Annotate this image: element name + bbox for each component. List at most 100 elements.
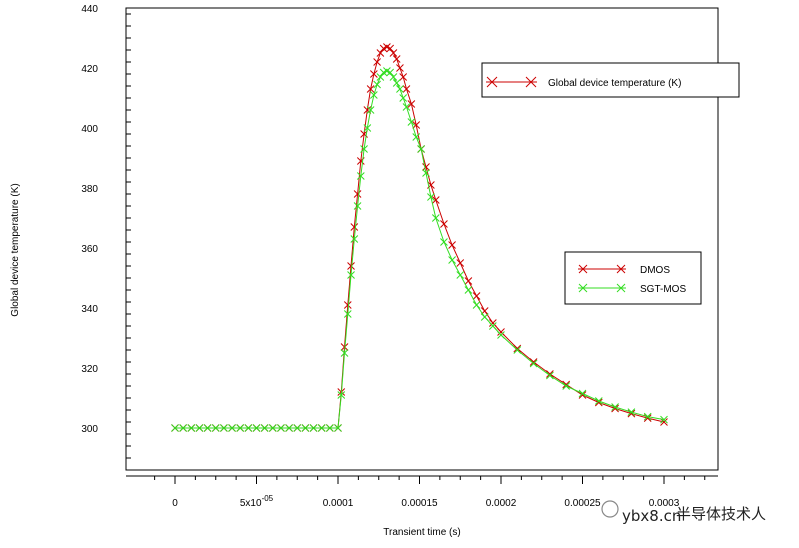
data-point [370,70,378,78]
watermark-suffix: 半导体技术人 [676,505,766,523]
data-point [252,424,261,432]
data-point [325,424,334,432]
watermark: ybx8.cn 半导体技术人 [601,500,766,525]
data-point [529,359,538,368]
data-point [456,259,465,267]
data-point [440,238,448,246]
data-point [347,271,355,279]
data-point [363,124,372,132]
x-tick-label: 0.00025 [564,498,601,509]
data-point [611,403,619,411]
legend-series: DMOS SGT-MOS [564,251,702,305]
data-point [412,121,421,129]
data-point [396,64,404,72]
series-sgt-mos [171,67,668,432]
data-point [386,68,395,77]
data-point [356,172,365,180]
y-axis-title: Global device temperature (K) [10,183,21,316]
data-point [337,391,346,399]
data-point [431,214,440,222]
data-point [440,220,448,228]
data-point [562,382,571,390]
data-point [660,415,668,424]
data-point [277,424,285,432]
data-point [171,424,179,432]
y-tick-label: 440 [81,4,98,15]
data-point [427,193,435,201]
y-tick-label: 300 [81,424,98,435]
data-point [396,85,404,93]
data-point [407,118,416,126]
data-point [244,424,253,432]
data-point [343,301,352,309]
data-point [594,397,603,405]
legend-dmos-label: DMOS [640,265,670,276]
data-point [366,106,375,114]
data-point [366,85,375,93]
data-point [488,322,497,330]
data-point [268,424,277,432]
data-point [448,241,456,249]
data-point [399,73,408,81]
data-point [179,424,188,432]
data-point [627,408,636,416]
data-point [353,202,362,210]
data-point [389,49,398,57]
data-point [360,145,368,153]
data-point [472,292,481,300]
x-tick-label: 0.0002 [486,498,517,509]
data-point [340,349,349,357]
data-point [376,49,385,57]
legend-series-box [564,251,702,305]
data-point [195,424,204,432]
data-point [546,370,554,378]
x-tick-label: 0.0003 [649,498,680,509]
series-dmos [171,43,668,432]
data-point [480,313,489,321]
data-point [431,196,440,204]
data-point [392,79,401,87]
data-point [513,344,522,353]
data-point [488,319,497,327]
plot-frame [125,7,719,471]
legend-top: Global device temperature (K) [481,62,740,98]
x-axis: 0 5x10-05 0.0001 0.00015 0.0002 0.00025 0.0003 [154,476,706,509]
data-point [236,424,245,432]
data-point [350,235,359,243]
data-point [643,412,652,421]
x-tick-label: 0 [172,498,178,509]
data-point [464,286,473,294]
data-point [220,424,228,432]
data-point [228,424,236,432]
data-point [309,424,318,432]
data-point [417,145,425,153]
y-tick-label: 340 [81,304,98,315]
y-tick-label: 380 [81,184,98,195]
data-point [402,103,411,111]
x-tick-label: 5x10-05 [240,494,274,509]
y-tick-label: 320 [81,364,98,375]
y-tick-label: 400 [81,124,98,135]
data-point [350,223,359,231]
y-axis: 300 320 340 360 380 400 420 440 [81,4,131,471]
series-line [175,70,665,429]
data-point [497,328,505,336]
x-axis-title: Transient time (s) [383,527,460,538]
data-point [187,424,196,432]
data-point [422,163,430,171]
data-point [203,424,212,432]
legend-sgt-label: SGT-MOS [640,284,686,295]
legend-top-box [481,62,740,98]
data-point [347,262,355,270]
data-point [260,424,269,432]
data-point [373,58,381,66]
legend-top-label: Global device temperature (K) [548,78,681,89]
x-tick-label: 0.0001 [323,498,354,509]
data-point [373,80,381,89]
data-point [386,44,395,53]
series-line [175,46,665,429]
data-point [464,277,473,285]
series-layer [171,43,668,432]
data-point [370,91,378,99]
